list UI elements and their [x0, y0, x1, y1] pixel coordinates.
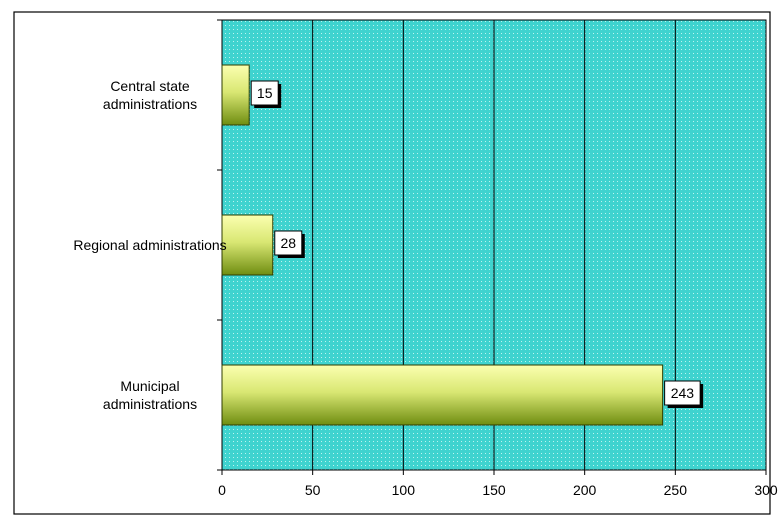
x-tick-label-200: 200 [573, 482, 597, 498]
labels: 0 50 100 150 200 250 300 Central state administr… [73, 78, 778, 498]
bars [221, 64, 664, 426]
data-label-box-1 [274, 230, 303, 256]
x-tick-label-100: 100 [392, 482, 416, 498]
category-label-line: administrations [103, 96, 197, 112]
data-label-box-2 [664, 380, 701, 406]
x-tick-label-300: 300 [754, 482, 778, 498]
bar-0 [221, 64, 250, 126]
category-label-2: Municipal administrations [103, 378, 197, 412]
x-tick-label-0: 0 [218, 482, 226, 498]
bar-2 [221, 364, 664, 426]
data-label-2: 243 [671, 385, 695, 401]
x-tick-label-250: 250 [664, 482, 688, 498]
data-label-1: 28 [280, 235, 296, 251]
bar-1 [221, 214, 274, 276]
category-label-line: Regional administrations [73, 237, 226, 253]
category-label-line: administrations [103, 396, 197, 412]
x-tick-label-50: 50 [305, 482, 321, 498]
category-label-0: Central state administrations [103, 78, 197, 112]
data-label-box-0 [250, 80, 279, 106]
x-tick-label-150: 150 [482, 482, 506, 498]
category-label-line: Central state [110, 78, 190, 94]
category-label-line: Municipal [120, 378, 179, 394]
category-label-1: Regional administrations [73, 237, 226, 253]
data-label-0: 15 [257, 85, 273, 101]
